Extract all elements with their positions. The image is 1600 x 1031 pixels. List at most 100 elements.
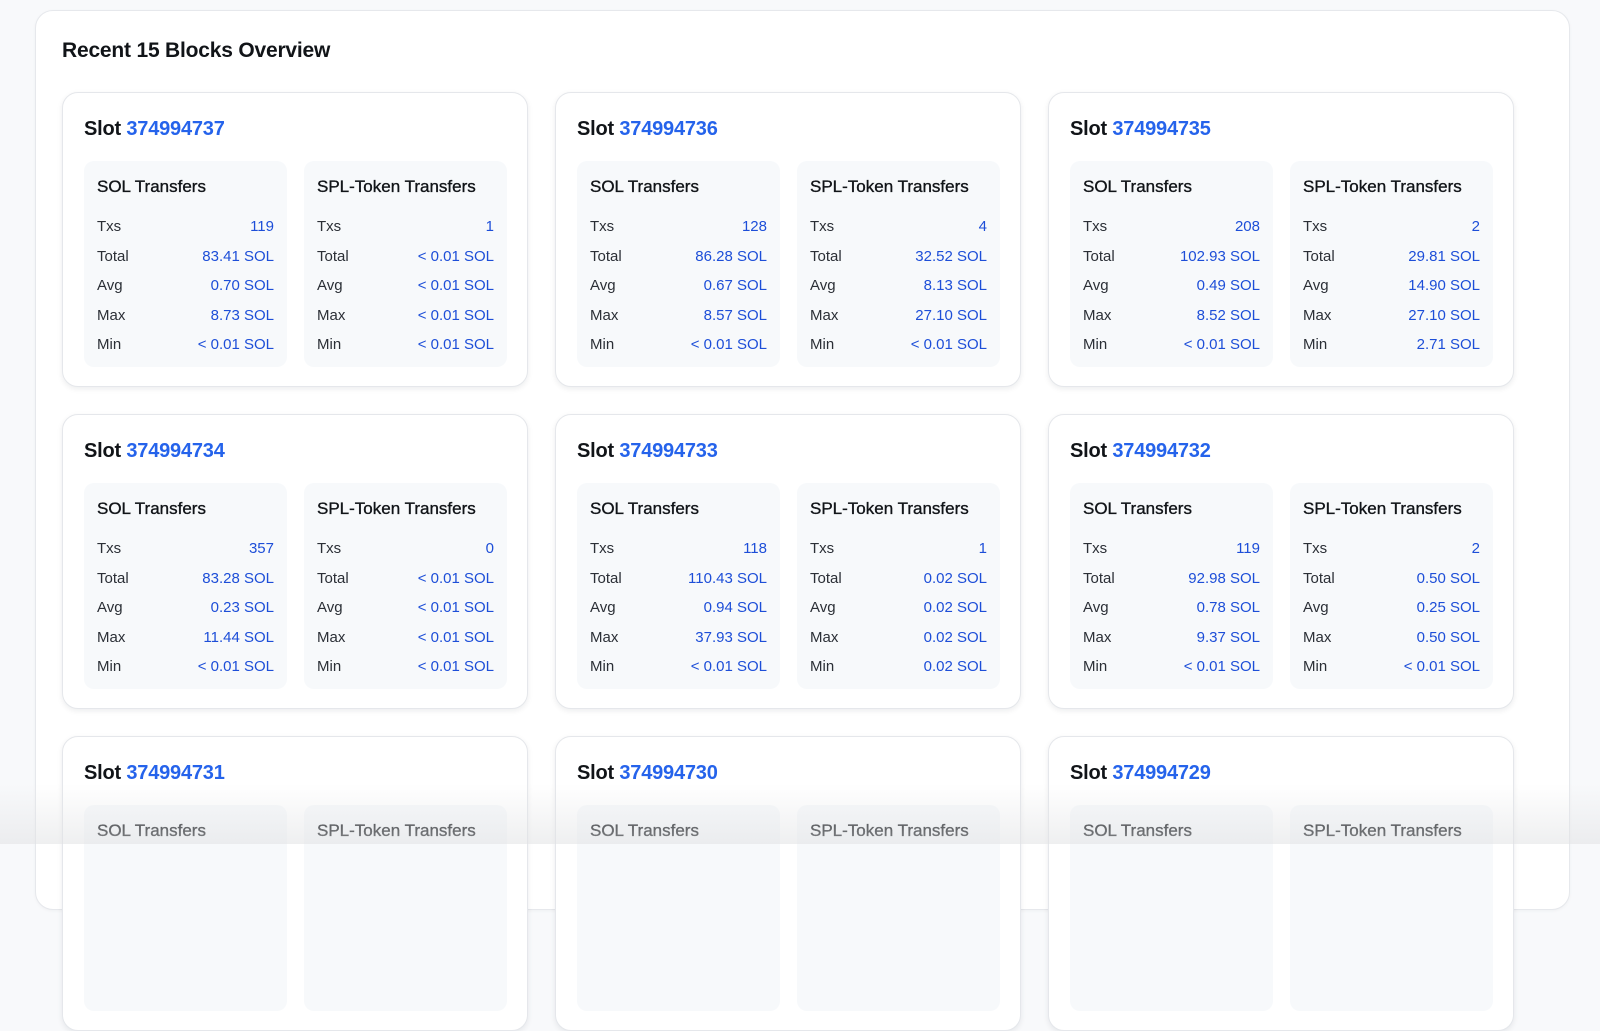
slot-label: Slot [1070, 118, 1107, 140]
stat-value: 0.70 SOL [211, 277, 274, 294]
stat-label: Total [1083, 570, 1115, 587]
stat-label: Avg [97, 599, 123, 616]
stat-value: 119 [250, 218, 274, 235]
stat-label: Avg [1083, 277, 1109, 294]
stat-min: Min< 0.01 SOL [1303, 652, 1480, 682]
stat-value: 0 [486, 540, 494, 557]
stats-row: SOL Transfers SPL-Token Transfers [577, 805, 999, 1011]
stat-value: < 0.01 SOL [418, 629, 494, 646]
stat-value: 357 [249, 540, 274, 557]
stat-label: Total [590, 248, 622, 265]
slot-number-link[interactable]: 374994736 [619, 118, 717, 140]
blocks-overview-panel: Recent 15 Blocks Overview Slot 374994737… [35, 10, 1570, 910]
stat-value: < 0.01 SOL [1184, 336, 1260, 353]
stat-label: Total [810, 248, 842, 265]
stat-value: 83.28 SOL [202, 570, 274, 587]
stat-label: Min [1303, 658, 1327, 675]
stat-value: 0.02 SOL [924, 629, 987, 646]
stat-label: Min [317, 658, 341, 675]
stat-value: 83.41 SOL [202, 248, 274, 265]
stat-value: < 0.01 SOL [418, 570, 494, 587]
stat-avg: Avg< 0.01 SOL [317, 593, 494, 623]
stat-label: Max [1303, 629, 1331, 646]
slot-label: Slot [84, 440, 121, 462]
slot-label: Slot [577, 762, 614, 784]
stat-value: 32.52 SOL [915, 248, 987, 265]
stat-label: Min [97, 336, 121, 353]
slot-heading: Slot 374994730 [577, 759, 999, 787]
stat-label: Total [97, 570, 129, 587]
section-title: SPL-Token Transfers [1303, 499, 1480, 519]
stat-label: Total [317, 570, 349, 587]
stat-value: 0.25 SOL [1417, 599, 1480, 616]
spl-transfers-box: SPL-Token Transfers [1290, 805, 1493, 1011]
stat-value: < 0.01 SOL [418, 248, 494, 265]
slot-number-link[interactable]: 374994729 [1112, 762, 1210, 784]
slot-number-link[interactable]: 374994737 [126, 118, 224, 140]
slot-label: Slot [577, 118, 614, 140]
stat-value: 1 [486, 218, 494, 235]
stat-label: Max [97, 629, 125, 646]
stat-label: Total [97, 248, 129, 265]
stat-value: 208 [1235, 218, 1260, 235]
stat-value: 0.02 SOL [924, 599, 987, 616]
slot-number-link[interactable]: 374994733 [619, 440, 717, 462]
stat-min: Min< 0.01 SOL [317, 330, 494, 360]
slot-number-link[interactable]: 374994735 [1112, 118, 1210, 140]
slot-number-link[interactable]: 374994731 [126, 762, 224, 784]
stat-label: Total [1303, 248, 1335, 265]
slot-label: Slot [1070, 440, 1107, 462]
stat-label: Txs [317, 218, 341, 235]
slot-number-link[interactable]: 374994734 [126, 440, 224, 462]
stat-value: 0.78 SOL [1197, 599, 1260, 616]
stat-label: Txs [590, 540, 614, 557]
stat-min: Min< 0.01 SOL [97, 652, 274, 682]
stat-label: Total [810, 570, 842, 587]
section-title: SPL-Token Transfers [810, 821, 987, 841]
stat-total: Total< 0.01 SOL [317, 242, 494, 272]
stat-value: 1 [979, 540, 987, 557]
stat-value: 128 [742, 218, 767, 235]
stat-label: Min [97, 658, 121, 675]
stat-value: 2 [1472, 218, 1480, 235]
slot-heading: Slot 374994731 [84, 759, 506, 787]
stat-label: Total [590, 570, 622, 587]
slot-number-link[interactable]: 374994730 [619, 762, 717, 784]
stat-value: < 0.01 SOL [418, 277, 494, 294]
slot-heading: Slot 374994734 [84, 437, 506, 465]
stat-total: Total 83.28 SOL [97, 564, 274, 594]
stat-value: 0.23 SOL [211, 599, 274, 616]
section-title: SOL Transfers [590, 821, 767, 841]
section-title: SPL-Token Transfers [1303, 177, 1480, 197]
spl-transfers-box: SPL-Token Transfers [304, 805, 507, 1011]
stat-value: < 0.01 SOL [418, 336, 494, 353]
stat-value: 8.52 SOL [1197, 307, 1260, 324]
stat-total: Total 83.41 SOL [97, 242, 274, 272]
slot-number-link[interactable]: 374994732 [1112, 440, 1210, 462]
stat-avg: Avg< 0.01 SOL [317, 271, 494, 301]
